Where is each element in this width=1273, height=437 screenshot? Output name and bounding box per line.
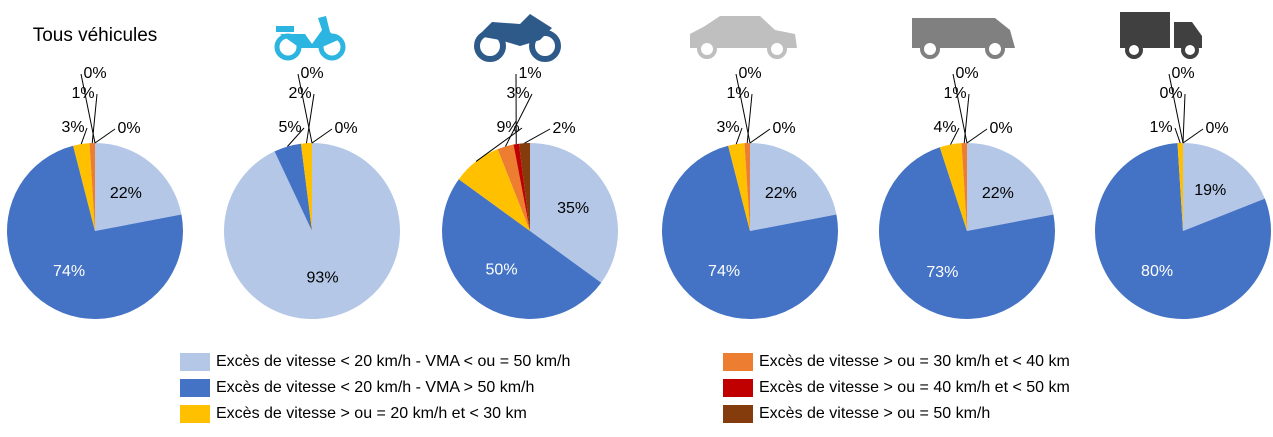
data-label: 0% xyxy=(738,65,761,82)
data-label: 0% xyxy=(989,120,1012,137)
data-label: 0% xyxy=(772,120,795,137)
car-icon xyxy=(690,16,797,59)
legend-label: Excès de vitesse < 20 km/h - VMA < ou = … xyxy=(216,353,570,370)
data-label: 2% xyxy=(552,120,575,137)
data-label: 19% xyxy=(1194,182,1226,199)
leader-line xyxy=(80,127,88,145)
legend-swatch xyxy=(180,379,210,397)
leader-line xyxy=(287,127,305,147)
pie-slice xyxy=(518,143,530,231)
data-label: 0% xyxy=(1159,85,1182,102)
leader-line xyxy=(1168,73,1184,144)
pie-slice xyxy=(274,143,312,231)
legend-swatch xyxy=(723,353,753,371)
data-label: 1% xyxy=(518,65,541,82)
leader-line xyxy=(749,128,771,144)
van-icon xyxy=(912,18,1015,59)
pie-slice xyxy=(95,143,182,231)
data-label: 22% xyxy=(765,185,797,202)
data-label: 5% xyxy=(278,119,301,136)
data-label: 50% xyxy=(486,261,518,278)
leader-line xyxy=(735,73,751,144)
pie-slice xyxy=(530,143,618,283)
data-label: 3% xyxy=(61,119,84,136)
leader-line xyxy=(950,127,960,145)
leader-line xyxy=(966,128,988,144)
data-label: 1% xyxy=(71,85,94,102)
pie-slice xyxy=(7,145,183,319)
pie-slice xyxy=(1095,143,1271,320)
data-label: 0% xyxy=(1205,120,1228,137)
data-label: 3% xyxy=(506,85,529,102)
pie-slice xyxy=(728,143,750,231)
leader-line xyxy=(80,73,96,144)
motorcycle-icon xyxy=(474,14,561,62)
data-label: 0% xyxy=(334,120,357,137)
leader-line xyxy=(952,73,968,144)
data-label: 4% xyxy=(933,119,956,136)
pie-slice xyxy=(967,143,1054,231)
truck-icon xyxy=(1120,12,1202,59)
leader-line xyxy=(1174,127,1181,144)
pie-slice xyxy=(961,143,967,231)
legend-label: Excès de vitesse > ou = 30 km/h et < 40 … xyxy=(759,353,1070,370)
data-label: 9% xyxy=(496,119,519,136)
icons xyxy=(274,12,1202,62)
pie-slice xyxy=(939,143,967,231)
pie-slice xyxy=(662,145,838,319)
pie-slice xyxy=(89,143,95,231)
leader-line xyxy=(505,93,533,147)
data-label: 35% xyxy=(557,200,589,217)
legend-label: Excès de vitesse > ou = 20 km/h et < 30 … xyxy=(216,405,527,422)
leader-line xyxy=(297,73,313,144)
leader-line xyxy=(94,128,116,144)
data-label: 22% xyxy=(982,185,1014,202)
leader-line xyxy=(1182,93,1186,144)
pie-slice xyxy=(879,147,1055,319)
pie-slice xyxy=(458,149,530,231)
pie-slice xyxy=(744,143,750,231)
data-label: 1% xyxy=(1149,119,1172,136)
data-label: 0% xyxy=(1171,65,1194,82)
pie-slice xyxy=(513,143,530,231)
data-label: 1% xyxy=(943,85,966,102)
data-label: 22% xyxy=(110,185,142,202)
leader-line xyxy=(305,93,315,144)
legend-label: Excès de vitesse < 20 km/h - VMA > 50 km… xyxy=(216,379,534,396)
pie-slice xyxy=(73,143,95,231)
pie-slice xyxy=(750,143,837,231)
data-label: 0% xyxy=(955,65,978,82)
chart-title: Tous véhicules xyxy=(33,25,158,46)
legend-swatch xyxy=(180,405,210,423)
data-label: 0% xyxy=(83,65,106,82)
data-label: 2% xyxy=(288,85,311,102)
moped-icon xyxy=(274,16,346,61)
legend-label: Excès de vitesse > ou = 50 km/h xyxy=(759,405,990,422)
data-label: 80% xyxy=(1141,263,1173,280)
legend-swatch xyxy=(723,379,753,397)
data-label: 1% xyxy=(726,85,749,102)
pie-slice xyxy=(1183,143,1265,231)
pie-slice xyxy=(1177,143,1183,231)
leader-line xyxy=(1182,128,1204,144)
leader-line xyxy=(735,127,743,145)
pie-slice xyxy=(442,179,602,319)
legend-swatch xyxy=(723,405,753,423)
data-label: 73% xyxy=(926,264,958,281)
data-label: 93% xyxy=(307,269,339,286)
legend-swatch xyxy=(180,353,210,371)
data-label: 0% xyxy=(117,120,140,137)
legend-label: Excès de vitesse > ou = 40 km/h et < 50 … xyxy=(759,379,1070,396)
leader-line xyxy=(311,128,333,144)
data-label: 74% xyxy=(53,263,85,280)
pie-slice xyxy=(300,143,312,231)
data-label: 74% xyxy=(708,263,740,280)
pie-slice xyxy=(497,144,530,231)
data-label: 3% xyxy=(716,119,739,136)
leader-line xyxy=(475,127,523,162)
data-label: 0% xyxy=(300,65,323,82)
leader-line xyxy=(524,128,551,144)
